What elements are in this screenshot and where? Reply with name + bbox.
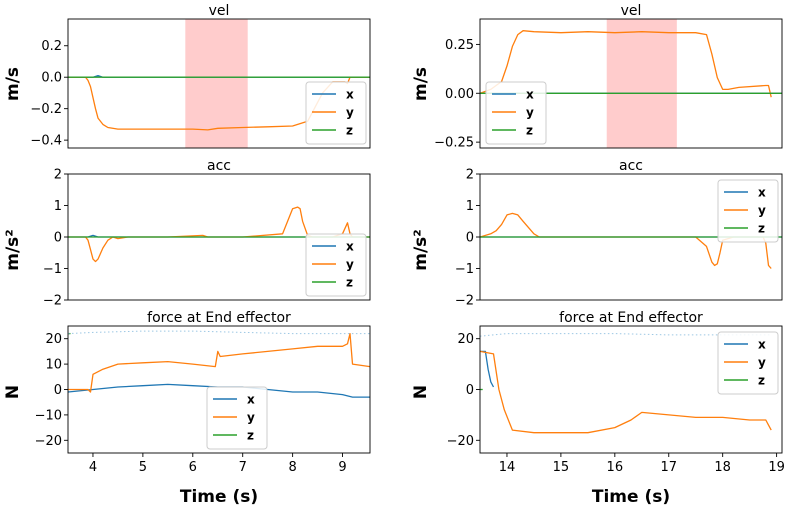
x-tick-label: 9: [338, 460, 346, 475]
y-tick-label: 2: [466, 168, 474, 183]
y-tick-label: 1: [54, 199, 62, 214]
y-tick-label: 0: [466, 231, 474, 246]
x-tick-label: 18: [714, 460, 731, 475]
legend: xyz: [717, 179, 779, 243]
chart-left_acc: acc −2 −1 0 1 2 m/s² xyz: [3, 158, 371, 309]
chart-right_acc: acc −2 −1 0 1 2 m/s² xyz: [411, 158, 783, 309]
y-tick-label: −1: [43, 262, 62, 277]
legend: xyz: [305, 81, 367, 145]
y-tick-label: −0.25: [434, 136, 474, 151]
legend-label: x: [758, 338, 766, 352]
x-tick-label: 5: [139, 460, 147, 475]
legend-label: y: [526, 106, 534, 120]
y-tick-label: 0.00: [445, 87, 474, 102]
legend: xyz: [206, 386, 268, 450]
chart-title: force at End effector: [559, 310, 703, 326]
legend-label: z: [346, 276, 353, 290]
legend-label: x: [346, 240, 354, 254]
legend-label: x: [758, 186, 766, 200]
axes-frame: [67, 18, 371, 149]
legend: xyz: [305, 233, 367, 297]
legend-label: x: [526, 88, 534, 102]
x-tick-label: 8: [288, 460, 296, 475]
x-tick-label: 16: [607, 460, 624, 475]
chart-right_force: force at End effector −20 0 20 14 15 16 17 18 19 N…: [411, 310, 785, 507]
y-tick-label: 20: [45, 332, 62, 347]
x-tick-label: 14: [499, 460, 516, 475]
x-tick-label: 4: [89, 460, 97, 475]
chart-title: vel: [209, 3, 230, 19]
legend-box: [305, 233, 367, 297]
series-line-ref: [68, 330, 370, 335]
legend-box: [717, 331, 779, 395]
y-tick-label: 2: [54, 168, 62, 183]
legend-box: [206, 386, 268, 450]
legend-label: x: [247, 393, 255, 407]
legend-label: y: [758, 356, 766, 370]
chart-right_vel: vel −0.25 0.00 0.25 m/s xyz: [411, 3, 783, 151]
y-axis-label: m/s²: [3, 229, 23, 271]
legend-label: y: [247, 411, 255, 425]
y-tick-label: 1: [466, 199, 474, 214]
x-axis-label: Time (s): [180, 487, 258, 507]
y-tick-label: −2: [43, 294, 62, 309]
y-tick-label: −10: [35, 408, 62, 423]
y-tick-label: 10: [45, 358, 62, 373]
chart-title: force at End effector: [147, 310, 291, 326]
y-axis-label: N: [411, 385, 431, 399]
y-tick-label: −0.2: [30, 102, 62, 117]
x-tick-label: 6: [189, 460, 197, 475]
y-tick-label: 0: [54, 383, 62, 398]
legend-box: [305, 81, 367, 145]
legend-label: z: [526, 124, 533, 138]
y-tick-label: 0.2: [41, 39, 62, 54]
legend-label: y: [758, 204, 766, 218]
legend-box: [485, 81, 547, 145]
y-tick-label: −20: [447, 434, 474, 449]
y-tick-label: −20: [35, 434, 62, 449]
legend-label: z: [758, 374, 765, 388]
legend-label: z: [346, 124, 353, 138]
x-tick-label: 19: [768, 460, 785, 475]
y-tick-label: 0: [466, 383, 474, 398]
legend-label: z: [758, 222, 765, 236]
x-tick-label: 7: [239, 460, 247, 475]
x-tick-label: 17: [660, 460, 677, 475]
chart-left_force: force at End effector −20 −10 0 10 20 4 5 6 7 8 9 N T…: [3, 310, 371, 507]
series-line-y: [68, 332, 370, 393]
legend-box: [717, 179, 779, 243]
legend-label: x: [346, 88, 354, 102]
series-line-x: [480, 350, 495, 388]
legend-label: y: [346, 258, 354, 272]
y-axis-label: m/s: [3, 67, 23, 101]
chart-left_vel: vel −0.4 −0.2 0.0 0.2 m/s xyz: [3, 3, 371, 149]
legend: xyz: [485, 81, 547, 145]
legend-label: y: [346, 106, 354, 120]
chart-title: acc: [207, 158, 231, 174]
axes-frame: [479, 18, 783, 149]
y-tick-label: 0.25: [445, 38, 474, 53]
highlight-band: [606, 19, 677, 148]
y-tick-label: −1: [455, 262, 474, 277]
y-tick-label: 0: [54, 231, 62, 246]
y-tick-label: −0.4: [30, 134, 62, 149]
legend-label: z: [247, 429, 254, 443]
series-line-y: [480, 350, 772, 434]
y-axis-label: m/s: [411, 67, 431, 101]
x-tick-label: 15: [553, 460, 570, 475]
y-tick-label: −2: [455, 294, 474, 309]
y-tick-label: 20: [457, 332, 474, 347]
x-axis-label: Time (s): [592, 487, 670, 507]
highlight-band: [185, 19, 248, 148]
y-axis-label: N: [3, 385, 23, 399]
y-axis-label: m/s²: [411, 229, 431, 271]
y-tick-label: 0.0: [41, 71, 62, 86]
legend: xyz: [717, 331, 779, 395]
chart-title: vel: [621, 3, 642, 19]
chart-title: acc: [619, 158, 643, 174]
series-line-y: [480, 30, 772, 98]
